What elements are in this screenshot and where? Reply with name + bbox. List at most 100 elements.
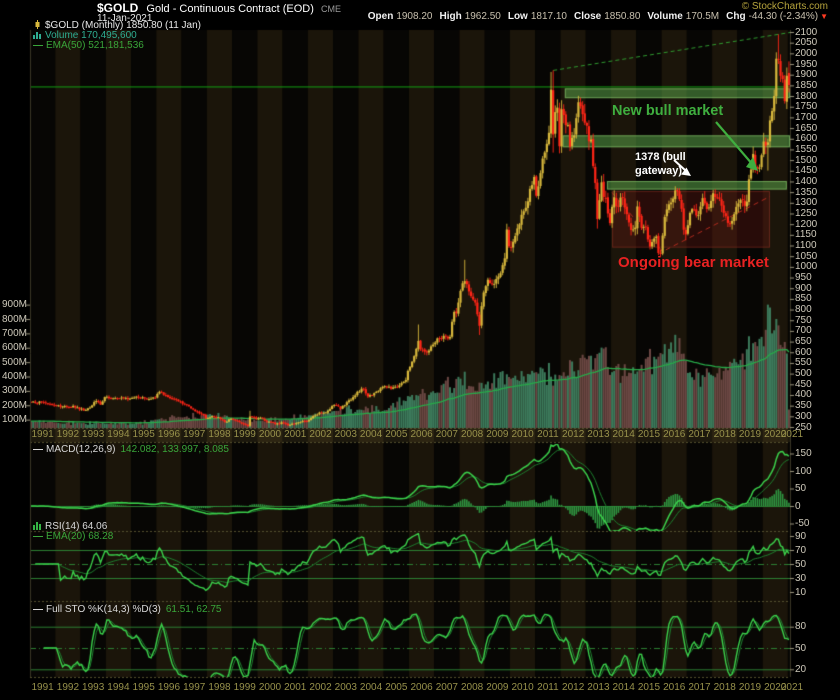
year-label-mid: 2006 — [410, 429, 433, 440]
year-label-mid: 2017 — [688, 429, 711, 440]
price-tick-label: 700 — [795, 325, 812, 337]
year-label-mid: 2019 — [738, 429, 762, 440]
year-label-bottom: 2006 — [410, 682, 433, 693]
sto-line-icon: — — [33, 604, 43, 615]
year-label-bottom: 2019 — [738, 682, 762, 693]
macd-tick-label: 50 — [795, 483, 807, 494]
symbol-label: $GOLD — [97, 1, 139, 15]
year-label-mid: 1996 — [157, 429, 181, 440]
year-label-bottom: 2017 — [688, 682, 711, 693]
year-label-bottom: 2002 — [309, 682, 332, 693]
ohlc-quote-bar: Open 1908.20 High 1962.50 Low 1817.10 Close 185… — [361, 11, 828, 22]
price-tick-label: 950 — [795, 272, 812, 284]
volume-tick-label: 900M — [1, 299, 27, 311]
macd-tick-label: -50 — [795, 518, 810, 529]
quote-low-value: 1817.10 — [530, 11, 567, 22]
price-tick-label: 1100 — [795, 240, 817, 251]
year-label-mid: 1993 — [82, 429, 105, 440]
bull-gateway-line1: 1378 (bull — [635, 151, 686, 163]
quote-close-value: 1850.80 — [604, 11, 641, 22]
price-tick-label: 1650 — [795, 122, 818, 134]
sto-tick-label: 20 — [795, 663, 807, 675]
price-tick-label: 1600 — [795, 133, 818, 145]
year-label-bottom: 1995 — [132, 682, 155, 693]
stockcharts-copyright-link[interactable]: © StockCharts.com — [741, 1, 828, 12]
bull-gateway-arrow-icon — [673, 159, 691, 176]
price-tick-label: 2100 — [795, 26, 818, 38]
year-label-bottom: 2003 — [334, 682, 357, 693]
price-tick-label: 2050 — [795, 37, 818, 49]
year-label-bottom: 2016 — [663, 682, 686, 693]
sto-values: 61.51, 62.75 — [165, 604, 222, 615]
price-tick-label: 350 — [795, 400, 812, 412]
price-tick-label: 1150 — [795, 229, 817, 241]
sto-legend: — Full STO %K(14,3) %D(3) 61.51, 62.75 — [33, 604, 222, 615]
year-label-bottom: 1992 — [56, 682, 80, 693]
rsi-ema-legend: — EMA(20) 68.28 — [33, 531, 114, 542]
rsi-tick-label: 70 — [795, 544, 807, 556]
price-tick-label: 1800 — [795, 90, 818, 102]
price-tick-label: 1200 — [795, 218, 818, 230]
year-label-bottom: 2011 — [537, 682, 559, 693]
bull-gateway-line2: gateway) — [635, 165, 683, 177]
price-tick-label: 850 — [795, 293, 812, 305]
bear-market-annotation: Ongoing bear market — [618, 254, 769, 271]
year-label-bottom: 1993 — [82, 682, 105, 693]
year-label-bottom: 1999 — [233, 682, 256, 693]
price-tick-label: 550 — [795, 357, 812, 369]
year-label-mid: 2005 — [385, 429, 408, 440]
year-label-mid: 2021 — [780, 429, 804, 440]
new-bull-arrow-icon — [715, 121, 758, 171]
price-tick-label: 1300 — [795, 197, 818, 209]
quote-open-label: Open — [367, 11, 394, 22]
price-tick-label: 450 — [795, 378, 812, 390]
price-tick-label: 1700 — [795, 111, 818, 123]
year-label-mid: 1992 — [56, 429, 80, 440]
quote-chg-value: -44.30 (-2.34%) — [748, 11, 819, 22]
year-label-bottom: 1996 — [157, 682, 181, 693]
volume-tick-label: 800M — [1, 313, 27, 325]
quote-volume-label: Volume — [647, 11, 683, 22]
year-label-mid: 1997 — [183, 429, 206, 440]
volume-tick-label: 100M — [1, 414, 27, 426]
year-label-mid: 2003 — [334, 429, 357, 440]
year-label-bottom: 2018 — [713, 682, 736, 693]
sto-tick-label: 50 — [795, 642, 807, 654]
year-label-mid: 1998 — [208, 429, 231, 440]
volume-bars-icon — [33, 32, 41, 39]
year-label-mid: 1995 — [132, 429, 155, 440]
volume-tick-label: 400M — [1, 371, 27, 382]
macd-line-icon: — — [33, 444, 43, 455]
year-label-bottom: 2014 — [612, 682, 635, 693]
year-label-bottom: 2004 — [359, 682, 383, 693]
price-tick-label: 1000 — [795, 261, 818, 273]
price-tick-label: 1950 — [795, 58, 818, 70]
year-label-bottom: 1998 — [208, 682, 231, 693]
year-label-bottom: 2009 — [486, 682, 509, 693]
price-tick-label: 1900 — [795, 69, 818, 81]
quote-chg-label: Chg — [726, 11, 746, 22]
year-label-mid: 2000 — [258, 429, 282, 440]
rsi-tick-label: 90 — [795, 530, 807, 542]
quote-high-value: 1962.50 — [464, 11, 501, 22]
year-label-bottom: 2000 — [258, 682, 282, 693]
chart-title: Gold - Continuous Contract (EOD) — [146, 3, 314, 15]
year-label-mid: 1991 — [31, 429, 54, 440]
price-tick-label: 800 — [795, 304, 812, 316]
year-label-bottom: 2013 — [587, 682, 610, 693]
year-label-mid: 1994 — [107, 429, 130, 440]
year-label-bottom: 2020 — [764, 682, 787, 693]
bull-gateway-annotation: 1378 (bull gateway) — [635, 150, 686, 178]
year-label-mid: 1999 — [233, 429, 256, 440]
year-label-bottom: 2012 — [562, 682, 585, 693]
year-label-mid: 2011 — [537, 429, 559, 440]
volume-tick-label: 300M — [1, 385, 27, 397]
volume-tick-label: 600M — [1, 342, 27, 354]
year-label-mid: 2018 — [713, 429, 736, 440]
year-label-mid: 2010 — [511, 429, 534, 440]
change-down-arrow-icon: ▼ — [820, 12, 828, 21]
price-tick-label: 2000 — [795, 47, 818, 59]
year-label-bottom: 2005 — [385, 682, 408, 693]
price-tick-label: 500 — [795, 368, 812, 380]
